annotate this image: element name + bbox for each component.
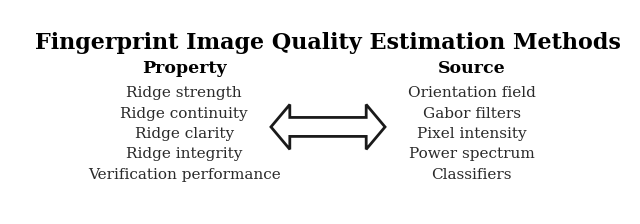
Text: Power spectrum: Power spectrum — [409, 147, 534, 161]
Text: Ridge continuity: Ridge continuity — [120, 107, 248, 121]
Text: Classifiers: Classifiers — [431, 168, 512, 182]
Text: Ridge integrity: Ridge integrity — [126, 147, 243, 161]
Text: Verification performance: Verification performance — [88, 168, 280, 182]
Text: Orientation field: Orientation field — [408, 86, 536, 100]
Polygon shape — [271, 104, 385, 149]
Text: Ridge strength: Ridge strength — [126, 86, 242, 100]
Text: Ridge clarity: Ridge clarity — [134, 127, 234, 141]
Text: Source: Source — [438, 60, 506, 77]
Text: Fingerprint Image Quality Estimation Methods: Fingerprint Image Quality Estimation Met… — [35, 32, 621, 54]
Text: Property: Property — [142, 60, 227, 77]
Text: Pixel intensity: Pixel intensity — [417, 127, 527, 141]
Text: Gabor filters: Gabor filters — [423, 107, 521, 121]
